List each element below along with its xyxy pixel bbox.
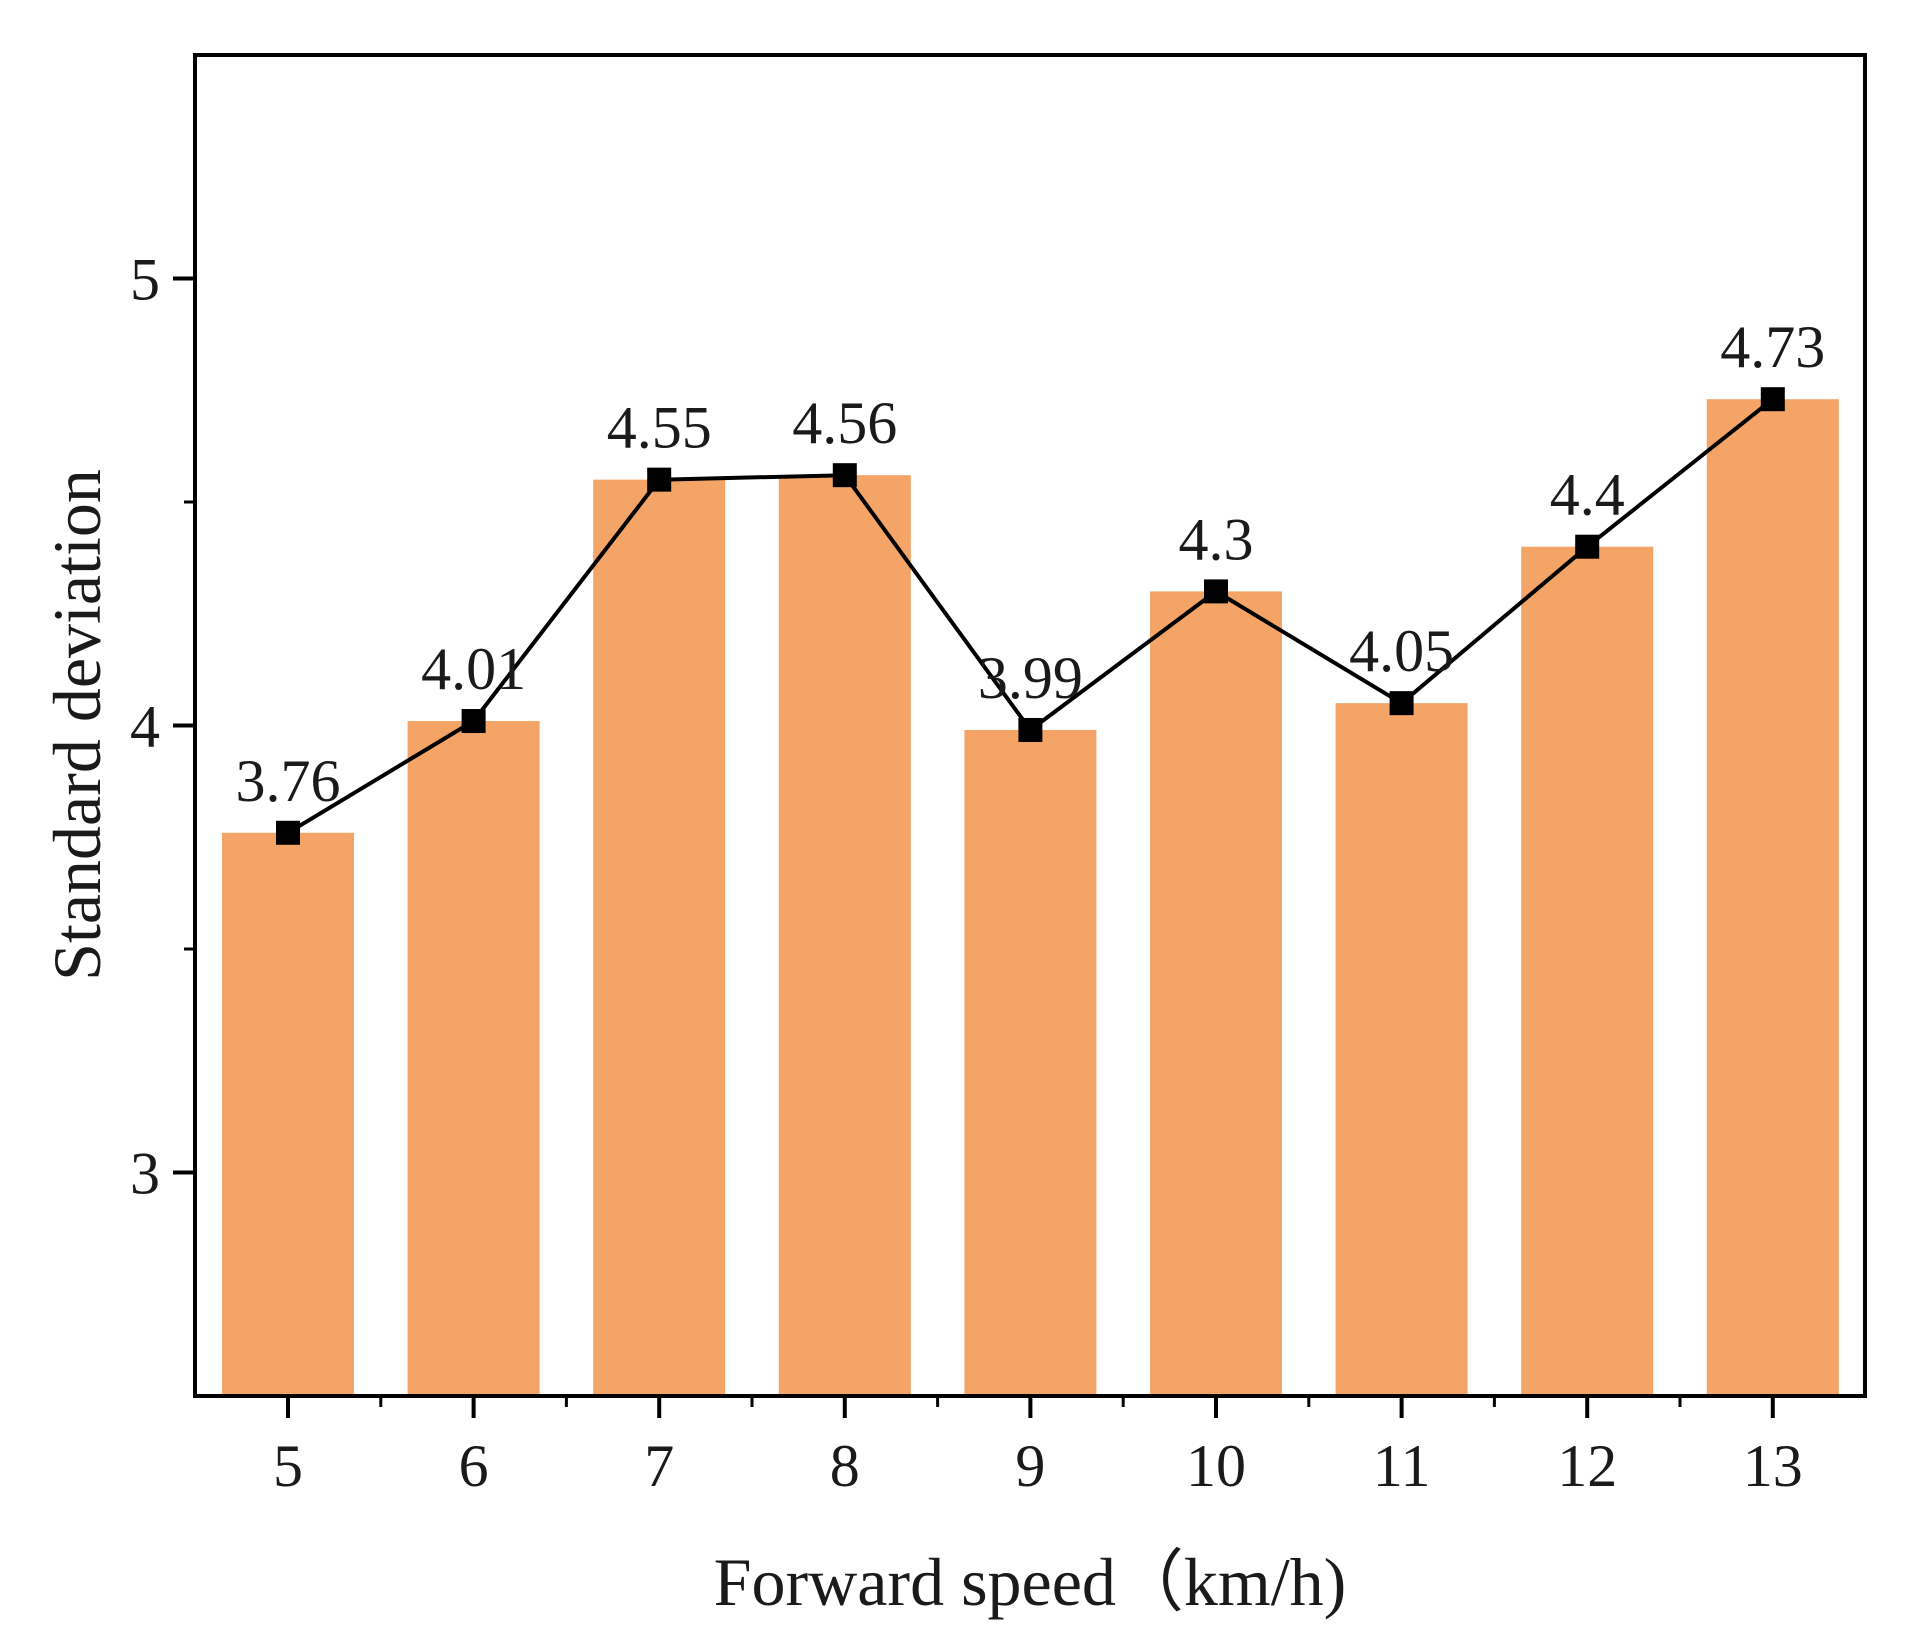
- data-label-6: 4.01: [421, 636, 526, 702]
- marker-7: [647, 467, 672, 492]
- data-label-10: 4.3: [1179, 506, 1254, 572]
- bar-11: [1335, 703, 1468, 1396]
- markers-group: [276, 387, 1785, 845]
- data-label-7: 4.55: [607, 395, 712, 461]
- x-tick-label-6: 6: [459, 1433, 489, 1499]
- bar-7: [593, 479, 726, 1396]
- bar-9: [964, 729, 1097, 1396]
- bar-13: [1706, 399, 1839, 1396]
- data-label-11: 4.05: [1349, 618, 1454, 684]
- bar-12: [1521, 546, 1654, 1396]
- y-tick-label-4: 4: [130, 694, 160, 760]
- x-tick-label-13: 13: [1743, 1433, 1803, 1499]
- data-labels-group: 3.76 4.01 4.55 4.56 3.99 4.3 4.05 4.4 4.73: [236, 314, 1826, 814]
- y-axis-title: Standard deviation: [39, 469, 115, 981]
- marker-9: [1018, 717, 1043, 742]
- y-axis-ticks: 3 4 5: [130, 247, 195, 1207]
- y-tick-label-5: 5: [130, 247, 160, 313]
- marker-11: [1389, 691, 1414, 716]
- data-label-9: 3.99: [978, 645, 1083, 711]
- bar-5: [222, 832, 354, 1396]
- x-tick-label-8: 8: [830, 1433, 860, 1499]
- marker-10: [1204, 579, 1228, 604]
- x-axis-title: Forward speed（km/h): [714, 1544, 1347, 1620]
- marker-6: [461, 709, 486, 734]
- x-tick-label-7: 7: [644, 1433, 674, 1499]
- x-tick-label-11: 11: [1373, 1433, 1431, 1499]
- x-tick-label-5: 5: [273, 1433, 303, 1499]
- marker-5: [276, 820, 300, 845]
- bar-8: [778, 475, 911, 1396]
- x-tick-label-10: 10: [1186, 1433, 1246, 1499]
- x-axis-ticks: 5 6 7 8 9 10 11 12 13: [273, 1396, 1803, 1499]
- bar-6: [407, 721, 540, 1396]
- y-tick-label-3: 3: [130, 1141, 160, 1207]
- bars-group: [222, 399, 1839, 1396]
- data-label-12: 4.4: [1550, 462, 1625, 528]
- data-label-5: 3.76: [236, 748, 341, 814]
- x-tick-label-9: 9: [1015, 1433, 1045, 1499]
- data-label-13: 4.73: [1720, 314, 1825, 380]
- marker-13: [1760, 387, 1785, 412]
- marker-12: [1575, 534, 1600, 559]
- marker-8: [832, 463, 857, 488]
- x-tick-label-12: 12: [1557, 1433, 1617, 1499]
- data-label-8: 4.56: [792, 390, 897, 456]
- bar-10: [1150, 591, 1282, 1396]
